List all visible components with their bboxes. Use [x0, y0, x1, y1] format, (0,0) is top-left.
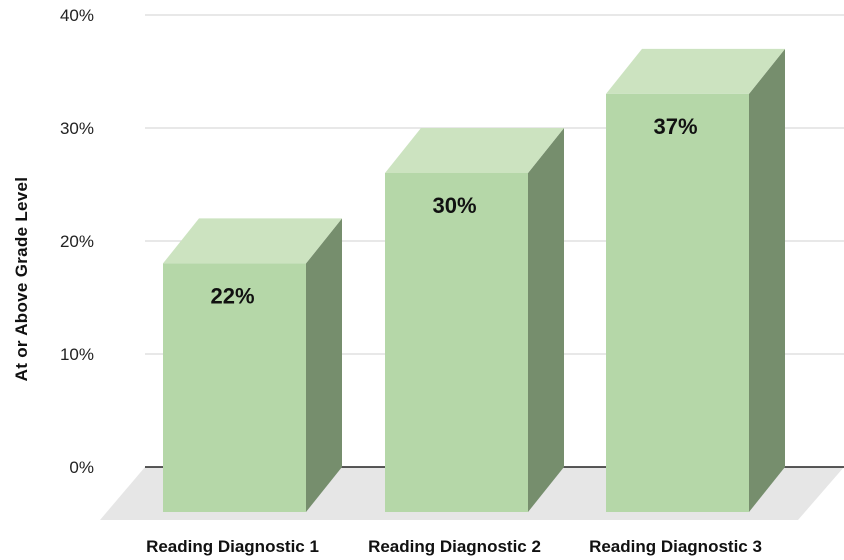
data-label: 22% — [210, 283, 254, 308]
bar-top — [606, 48, 785, 94]
data-label: 37% — [653, 114, 697, 139]
bars: 22% 30% 37% — [163, 48, 785, 513]
y-tick-label: 20% — [60, 232, 94, 251]
x-category-label: Reading Diagnostic 1 — [146, 537, 319, 556]
bar-front — [163, 263, 306, 512]
y-tick-label: 10% — [60, 345, 94, 364]
y-axis-label: At or Above Grade Level — [12, 177, 31, 382]
bar-front — [606, 93, 749, 513]
bar: 22% — [163, 218, 342, 512]
x-axis-categories: Reading Diagnostic 1 Reading Diagnostic 2… — [146, 537, 762, 556]
bar-top — [163, 218, 342, 264]
bar-side — [749, 48, 785, 513]
x-category-label: Reading Diagnostic 3 — [589, 537, 762, 556]
bar-side — [528, 128, 564, 512]
y-tick-label: 30% — [60, 119, 94, 138]
bar-front — [385, 173, 528, 512]
bar-side — [306, 218, 342, 512]
y-axis-ticks: 0% 10% 20% 30% 40% — [60, 6, 94, 477]
x-category-label: Reading Diagnostic 2 — [368, 537, 541, 556]
bar: 37% — [606, 48, 785, 513]
bar-top — [385, 128, 564, 173]
data-label: 30% — [432, 193, 476, 218]
bar: 30% — [385, 128, 564, 512]
y-tick-label: 0% — [69, 458, 94, 477]
y-tick-label: 40% — [60, 6, 94, 25]
